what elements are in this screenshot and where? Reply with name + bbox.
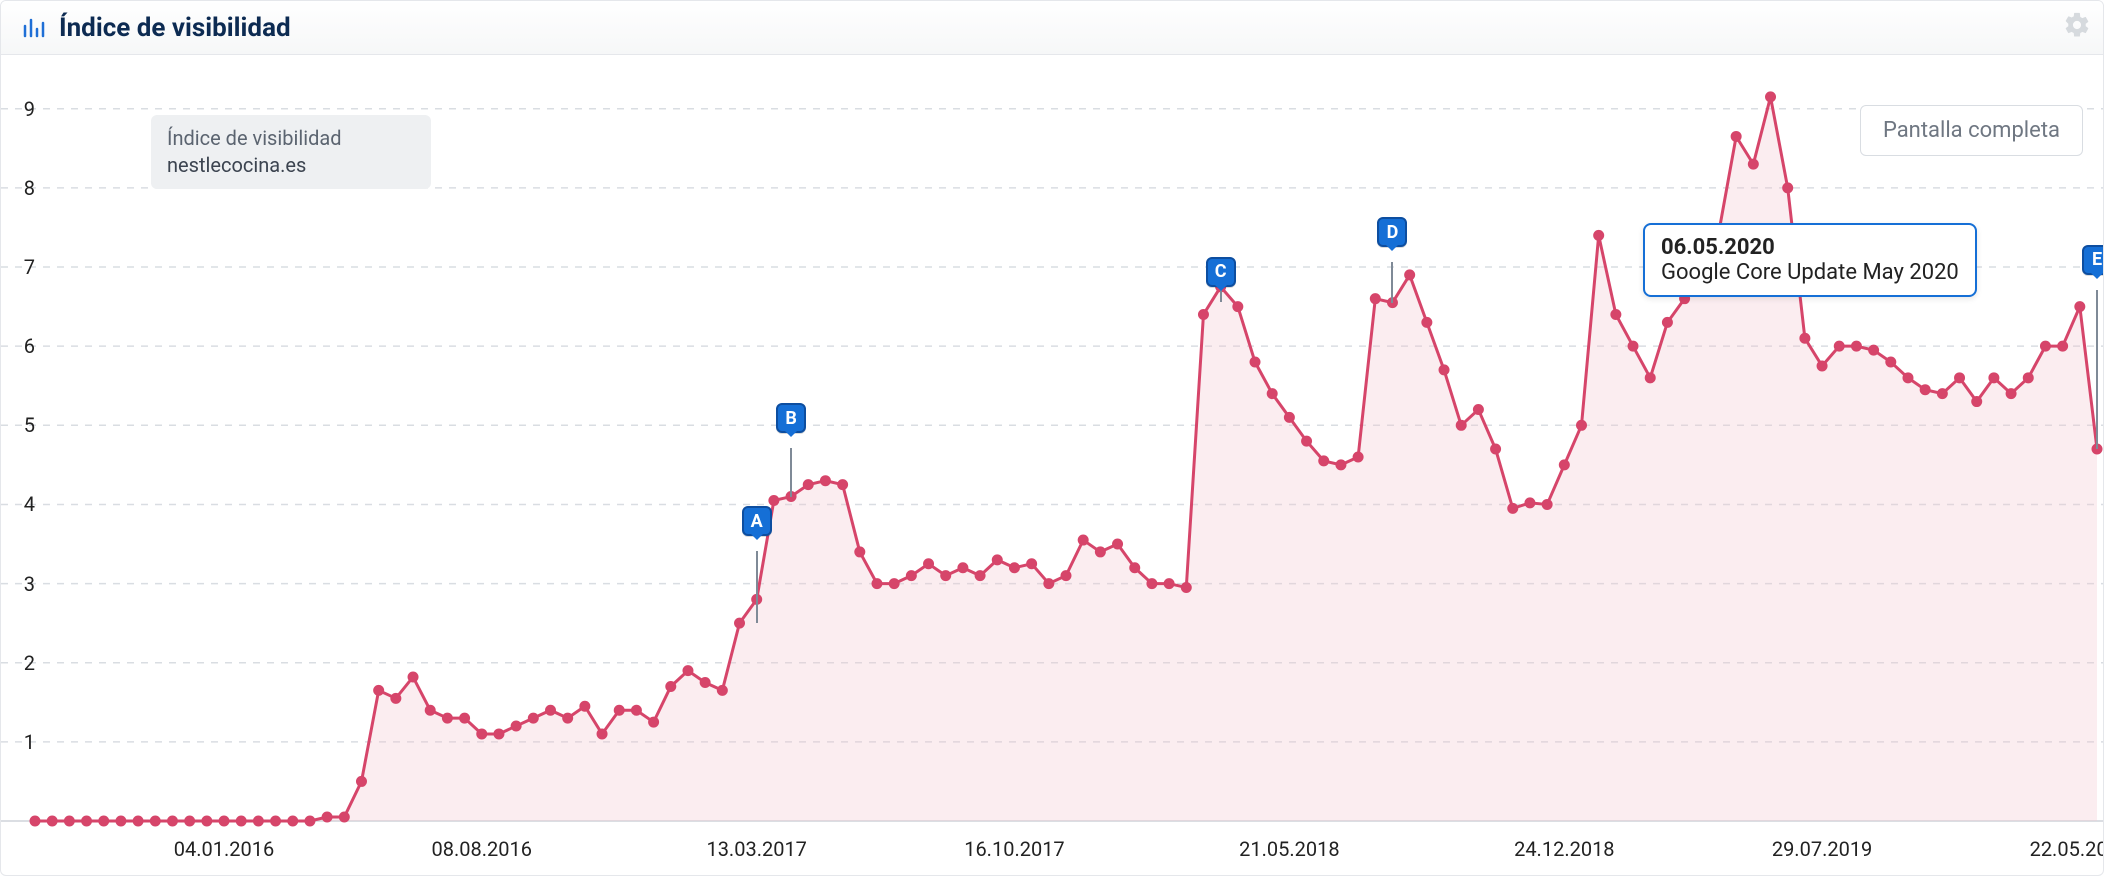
card-title: Índice de visibilidad — [59, 13, 291, 43]
tooltip-text: Google Core Update May 2020 — [1661, 260, 1959, 285]
legend-line-1: Índice de visibilidad — [167, 125, 415, 152]
tooltip-date: 06.05.2020 — [1661, 235, 1959, 260]
event-pin-stem — [756, 551, 758, 623]
x-tick-label: 22.05.2020 — [2030, 837, 2104, 861]
y-tick-label: 2 — [5, 651, 35, 675]
x-tick-label: 04.01.2016 — [174, 837, 274, 861]
x-tick-label: 29.07.2019 — [1772, 837, 1872, 861]
event-pin-d[interactable]: D — [1377, 217, 1407, 247]
y-tick-label: 8 — [5, 176, 35, 200]
event-tooltip: 06.05.2020 Google Core Update May 2020 — [1643, 223, 1977, 297]
card-header: Índice de visibilidad — [1, 1, 2103, 55]
x-tick-label: 24.12.2018 — [1514, 837, 1614, 861]
gear-icon[interactable] — [2063, 11, 2091, 43]
event-pin-e[interactable]: E — [2082, 245, 2104, 275]
visibility-card: Índice de visibilidad Índice de visibili… — [0, 0, 2104, 876]
plot-area: Índice de visibilidad nestlecocina.es Pa… — [1, 55, 2103, 875]
legend-line-2: nestlecocina.es — [167, 152, 415, 179]
series-legend: Índice de visibilidad nestlecocina.es — [151, 115, 431, 189]
event-pin-a[interactable]: A — [742, 506, 772, 536]
bar-chart-icon — [21, 16, 45, 40]
x-tick-label: 16.10.2017 — [964, 837, 1064, 861]
x-tick-label: 21.05.2018 — [1239, 837, 1339, 861]
event-pin-c[interactable]: C — [1206, 257, 1236, 287]
event-pin-stem — [1391, 262, 1393, 302]
y-tick-label: 3 — [5, 572, 35, 596]
x-tick-label: 08.08.2016 — [432, 837, 532, 861]
y-tick-label: 1 — [5, 730, 35, 754]
y-tick-label: 7 — [5, 255, 35, 279]
event-pin-b[interactable]: B — [776, 403, 806, 433]
event-pin-stem — [2096, 290, 2098, 449]
y-tick-label: 9 — [5, 97, 35, 121]
event-pin-stem — [790, 448, 792, 496]
y-tick-label: 5 — [5, 413, 35, 437]
y-tick-label: 6 — [5, 334, 35, 358]
fullscreen-button[interactable]: Pantalla completa — [1860, 105, 2083, 156]
y-tick-label: 4 — [5, 492, 35, 516]
x-tick-label: 13.03.2017 — [706, 837, 806, 861]
